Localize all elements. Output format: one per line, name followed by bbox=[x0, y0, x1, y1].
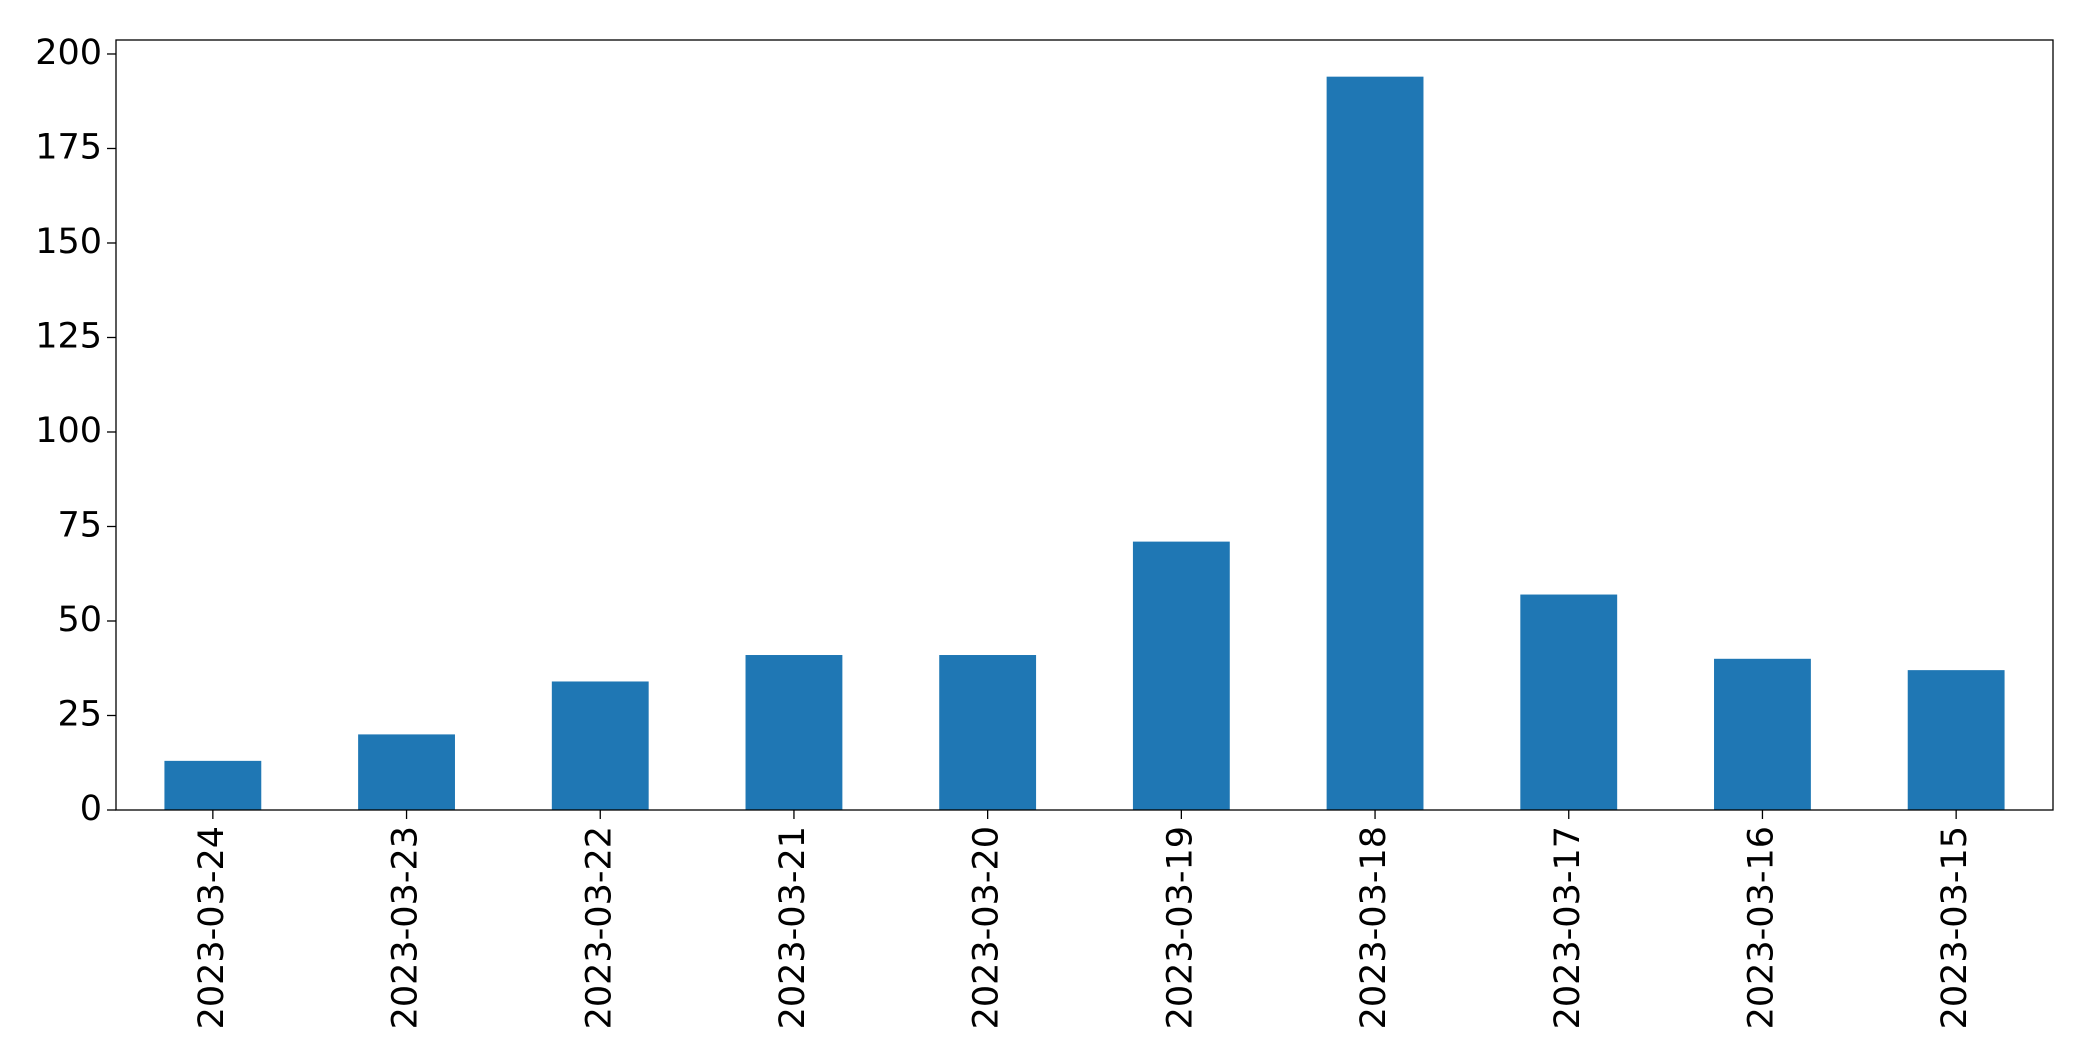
y-tick-label: 25 bbox=[57, 694, 102, 734]
x-tick-label: 2023-03-16 bbox=[1741, 826, 1781, 1029]
y-tick-label: 0 bbox=[80, 789, 102, 829]
bar bbox=[1326, 76, 1424, 810]
x-tick-label: 2023-03-22 bbox=[579, 826, 619, 1029]
x-tick-label: 2023-03-24 bbox=[192, 826, 232, 1029]
x-tick-label: 2023-03-19 bbox=[1160, 826, 1200, 1029]
y-tick-label: 75 bbox=[57, 505, 102, 545]
bar bbox=[1132, 541, 1230, 810]
x-tick-label: 2023-03-18 bbox=[1354, 826, 1394, 1029]
x-tick-label: 2023-03-23 bbox=[386, 826, 426, 1029]
bar bbox=[1714, 658, 1811, 810]
bar bbox=[358, 734, 455, 810]
y-tick-label: 100 bbox=[35, 411, 102, 451]
x-tick-label: 2023-03-17 bbox=[1548, 826, 1588, 1029]
bar bbox=[551, 681, 649, 810]
y-tick-label: 50 bbox=[57, 600, 102, 640]
y-tick-label: 125 bbox=[35, 316, 102, 356]
x-tick-label: 2023-03-21 bbox=[773, 826, 813, 1029]
y-tick-label: 150 bbox=[35, 222, 102, 262]
plot-frame bbox=[115, 39, 2054, 811]
bar bbox=[164, 760, 262, 810]
x-tick-label: 2023-03-15 bbox=[1935, 826, 1975, 1029]
bar bbox=[939, 655, 1037, 810]
bar bbox=[1520, 594, 1618, 810]
bar bbox=[1907, 670, 2005, 810]
bar bbox=[745, 655, 843, 810]
y-tick-label: 175 bbox=[35, 127, 102, 167]
x-tick-label: 2023-03-20 bbox=[967, 826, 1007, 1029]
y-tick-label: 200 bbox=[35, 33, 102, 73]
